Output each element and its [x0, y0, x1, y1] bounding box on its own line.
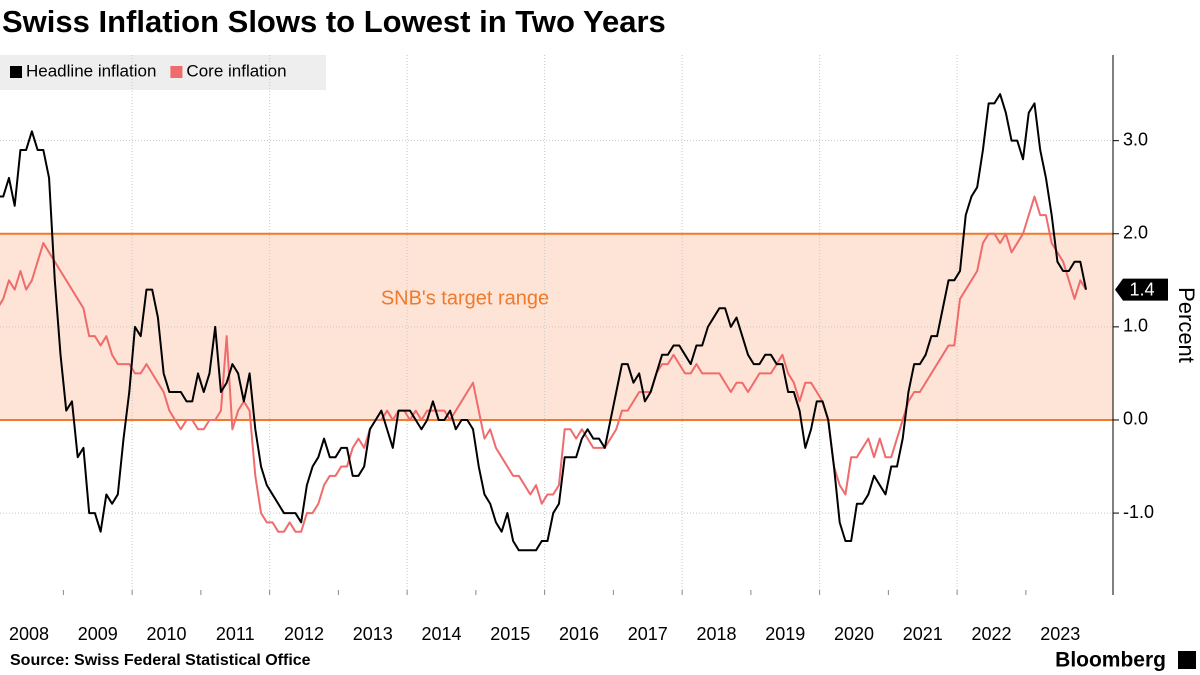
x-tick-label: 2012	[284, 624, 324, 644]
y-tick-label: 1.0	[1123, 316, 1148, 336]
last-value-tag	[1115, 278, 1168, 301]
x-tick-label: 2013	[353, 624, 393, 644]
x-tick-label: 2016	[559, 624, 599, 644]
series-line	[0, 195, 1087, 533]
y-tick-label: 3.0	[1123, 129, 1148, 149]
legend-swatch	[170, 66, 183, 78]
y-tick-label: -1.0	[1123, 502, 1154, 522]
legend-label: Core inflation	[186, 61, 286, 80]
y-tick-label: 0.0	[1123, 409, 1148, 429]
x-tick-label: 2010	[146, 624, 186, 644]
brand-icon	[1178, 651, 1196, 669]
x-tick-label: 2017	[628, 624, 668, 644]
series-line	[0, 93, 1088, 552]
x-tick-label: 2021	[903, 624, 943, 644]
x-tick-label: 2011	[216, 624, 255, 644]
chart-title: Swiss Inflation Slows to Lowest in Two Y…	[2, 4, 666, 39]
x-tick-label: 2022	[971, 624, 1011, 644]
y-tick-label: 2.0	[1123, 223, 1148, 243]
legend-box	[0, 55, 326, 90]
x-tick-label: 2020	[834, 624, 874, 644]
legend-swatch	[10, 66, 22, 78]
legend-label: Headline inflation	[26, 61, 156, 80]
x-tick-label: 2015	[490, 624, 530, 644]
x-tick-label: 2008	[9, 624, 49, 644]
source: Source: Swiss Federal Statistical Office	[10, 652, 311, 669]
x-tick-label: 2018	[696, 624, 736, 644]
x-tick-label: 2014	[421, 624, 461, 644]
x-tick-label: 2009	[78, 624, 118, 644]
band-label: SNB's target range	[381, 287, 549, 309]
x-tick-label: 2019	[765, 624, 805, 644]
brand: Bloomberg	[1055, 649, 1166, 672]
x-tick-label: 2023	[1040, 624, 1080, 644]
target-band	[0, 233, 1113, 420]
last-value-label: 1.4	[1129, 279, 1154, 299]
y-axis-label: Percent	[1174, 287, 1199, 363]
